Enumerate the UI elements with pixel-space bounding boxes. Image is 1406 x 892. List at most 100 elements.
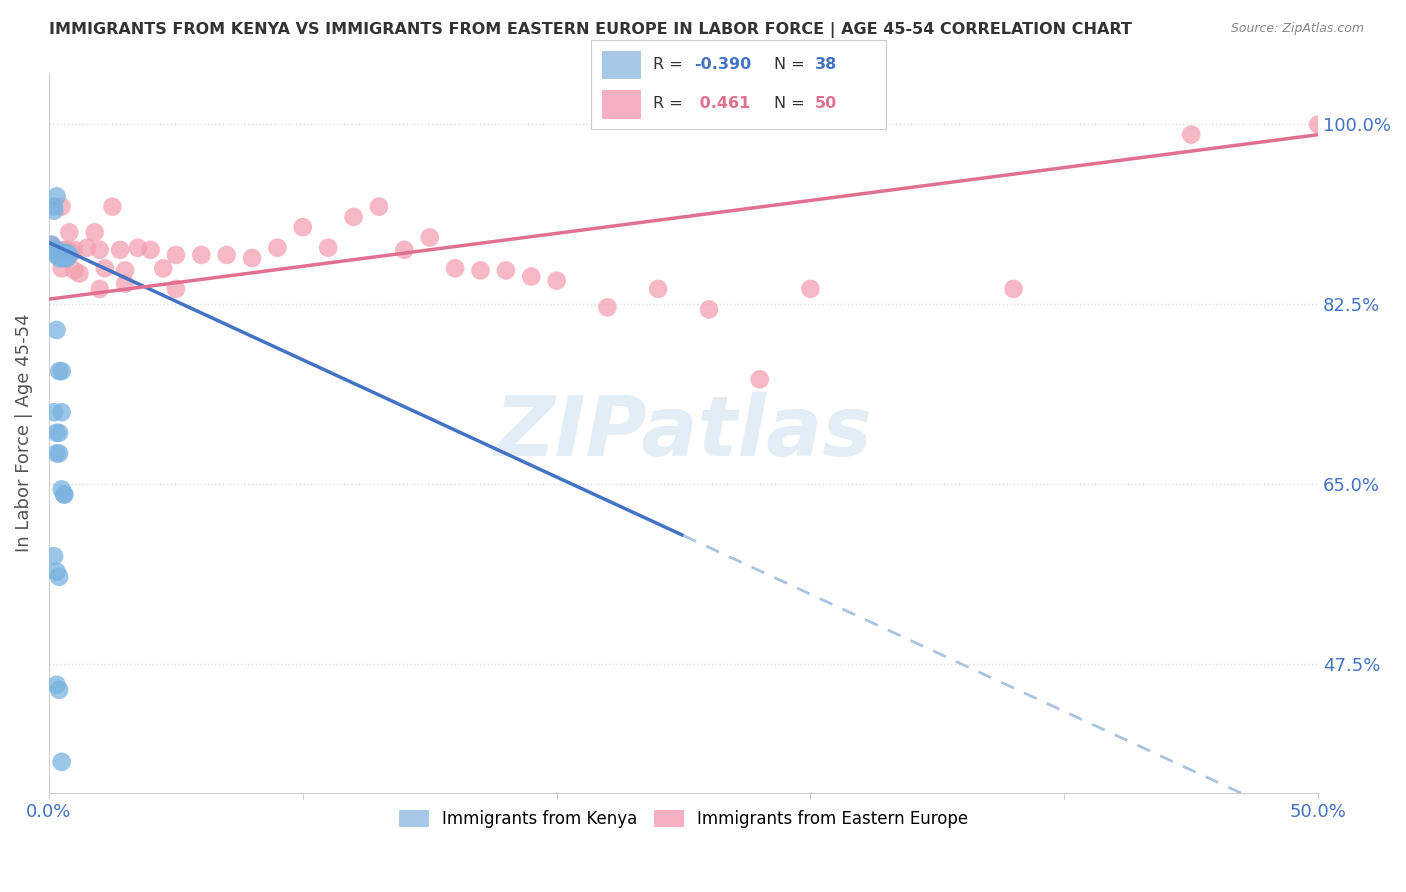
Point — [76, 241, 98, 255]
Point — [51, 246, 73, 260]
Point — [127, 241, 149, 255]
Point — [165, 248, 187, 262]
Point — [647, 282, 669, 296]
Point — [58, 248, 80, 262]
Point — [114, 277, 136, 291]
Point — [114, 263, 136, 277]
Point — [53, 249, 76, 263]
Bar — [602, 90, 641, 119]
Point — [67, 267, 90, 281]
Point — [45, 446, 67, 460]
Point — [60, 246, 83, 260]
Point — [1002, 282, 1025, 296]
Point — [45, 565, 67, 579]
Point — [42, 203, 65, 218]
Text: R =: R = — [652, 96, 688, 111]
Point — [42, 200, 65, 214]
Text: N =: N = — [773, 96, 810, 111]
Text: 50: 50 — [815, 96, 837, 111]
Point — [55, 246, 77, 260]
Point — [291, 220, 314, 235]
Point — [419, 230, 441, 244]
Point — [41, 237, 63, 252]
Point — [48, 682, 70, 697]
Text: IMMIGRANTS FROM KENYA VS IMMIGRANTS FROM EASTERN EUROPE IN LABOR FORCE | AGE 45-: IMMIGRANTS FROM KENYA VS IMMIGRANTS FROM… — [49, 22, 1132, 38]
Point — [48, 244, 70, 259]
Point — [45, 244, 67, 259]
Point — [45, 246, 67, 260]
Point — [596, 301, 619, 315]
Point — [51, 483, 73, 497]
Point — [48, 248, 70, 262]
Point — [1180, 128, 1202, 142]
Point — [266, 241, 288, 255]
Point — [48, 446, 70, 460]
Legend: Immigrants from Kenya, Immigrants from Eastern Europe: Immigrants from Kenya, Immigrants from E… — [392, 803, 976, 835]
Point — [799, 282, 821, 296]
Point — [51, 261, 73, 276]
Text: -0.390: -0.390 — [695, 57, 751, 71]
Point — [55, 243, 77, 257]
Text: 38: 38 — [815, 57, 837, 71]
Point — [89, 243, 111, 257]
Point — [63, 263, 86, 277]
Point — [139, 243, 162, 257]
Point — [51, 364, 73, 378]
Point — [51, 200, 73, 214]
Point — [470, 263, 492, 277]
Point — [101, 200, 124, 214]
Point — [53, 487, 76, 501]
Point — [165, 282, 187, 296]
Point — [55, 251, 77, 265]
Point — [48, 251, 70, 265]
Point — [368, 200, 391, 214]
Point — [51, 405, 73, 419]
Point — [45, 425, 67, 440]
Point — [520, 269, 543, 284]
Point — [58, 225, 80, 239]
Point — [48, 364, 70, 378]
Point — [63, 243, 86, 257]
Point — [190, 248, 212, 262]
Point — [152, 261, 174, 276]
Point — [48, 425, 70, 440]
Point — [53, 487, 76, 501]
Point — [672, 837, 695, 851]
Point — [51, 251, 73, 265]
Point — [748, 372, 770, 386]
Point — [316, 241, 339, 255]
Point — [45, 243, 67, 257]
Point — [394, 243, 416, 257]
Point — [48, 246, 70, 260]
Point — [51, 755, 73, 769]
Point — [42, 241, 65, 255]
Text: R =: R = — [652, 57, 688, 71]
Point — [42, 405, 65, 419]
Point — [53, 246, 76, 260]
Point — [444, 261, 467, 276]
Point — [45, 323, 67, 337]
Point — [45, 189, 67, 203]
Point — [45, 248, 67, 262]
Point — [1308, 117, 1330, 131]
Bar — [602, 51, 641, 79]
Point — [53, 243, 76, 257]
Point — [697, 302, 720, 317]
Point — [546, 274, 568, 288]
Point — [108, 243, 131, 257]
Y-axis label: In Labor Force | Age 45-54: In Labor Force | Age 45-54 — [15, 313, 32, 552]
Point — [51, 249, 73, 263]
Text: Source: ZipAtlas.com: Source: ZipAtlas.com — [1230, 22, 1364, 36]
Point — [215, 248, 238, 262]
Point — [83, 225, 105, 239]
Point — [342, 210, 364, 224]
Point — [240, 251, 263, 265]
Point — [48, 570, 70, 584]
Point — [89, 282, 111, 296]
Point — [41, 237, 63, 252]
Text: ZIPatlas: ZIPatlas — [495, 392, 873, 474]
Point — [45, 678, 67, 692]
Point — [42, 549, 65, 564]
Text: N =: N = — [773, 57, 810, 71]
Point — [53, 251, 76, 265]
